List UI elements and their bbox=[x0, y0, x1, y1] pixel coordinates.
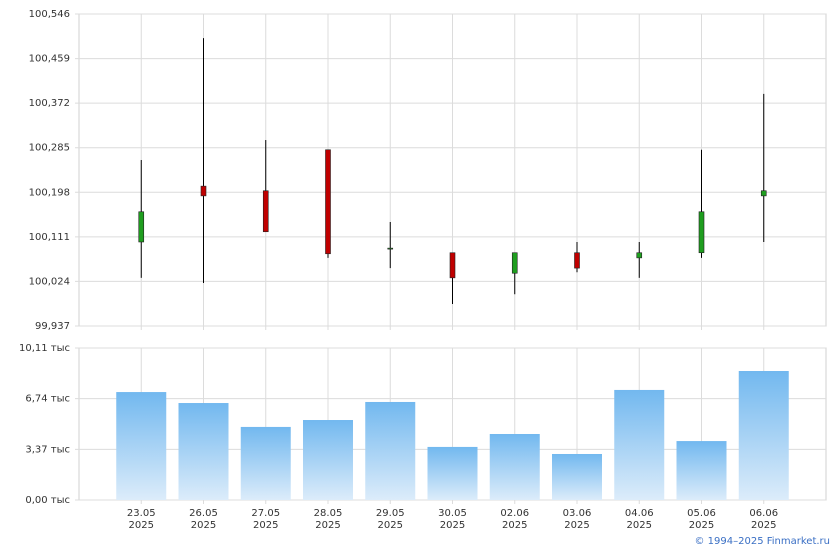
volume-bar bbox=[489, 433, 540, 500]
y-tick-label: 100,024 bbox=[29, 276, 70, 287]
x-tick-label: 03.06 2025 bbox=[563, 508, 592, 531]
y-tick-label: 99,937 bbox=[35, 321, 70, 332]
candle-body bbox=[574, 252, 580, 269]
y-tick-label: 100,372 bbox=[29, 98, 70, 109]
x-tick-label: 28.05 2025 bbox=[314, 508, 343, 531]
y-tick-label: 100,111 bbox=[29, 232, 70, 243]
candle-body bbox=[449, 252, 456, 279]
volume-bar bbox=[552, 453, 602, 500]
y-tick-label: 3,37 тыс bbox=[25, 444, 70, 455]
x-tick-label: 26.05 2025 bbox=[189, 508, 218, 531]
y-tick-label: 10,11 тыс bbox=[19, 343, 70, 354]
candle-body bbox=[698, 211, 705, 254]
candle-body bbox=[511, 252, 518, 274]
candle-body bbox=[760, 190, 767, 197]
candle-body bbox=[200, 185, 207, 197]
volume-bar bbox=[614, 389, 665, 500]
x-tick-label: 29.05 2025 bbox=[376, 508, 405, 531]
copyright: © 1994–2025 Finmarket.ru bbox=[694, 536, 830, 547]
volume-bar bbox=[738, 371, 789, 500]
y-tick-label: 6,74 тыс bbox=[25, 394, 70, 405]
x-tick-label: 04.06 2025 bbox=[625, 508, 654, 531]
candle-body bbox=[636, 252, 643, 259]
x-tick-label: 06.06 2025 bbox=[749, 508, 778, 531]
volume-bar bbox=[676, 441, 727, 500]
y-tick-label: 100,198 bbox=[29, 187, 70, 198]
volume-bar bbox=[178, 403, 229, 500]
candle-body bbox=[138, 211, 145, 243]
x-tick-label: 27.05 2025 bbox=[251, 508, 280, 531]
x-tick-label: 02.06 2025 bbox=[500, 508, 529, 531]
x-tick-label: 23.05 2025 bbox=[127, 508, 156, 531]
y-tick-label: 100,285 bbox=[29, 143, 70, 154]
x-tick-label: 30.05 2025 bbox=[438, 508, 467, 531]
y-tick-label: 100,459 bbox=[29, 54, 70, 65]
y-tick-label: 0,00 тыс bbox=[25, 495, 70, 506]
volume-bar bbox=[303, 420, 353, 500]
y-tick-label: 100,546 bbox=[29, 9, 70, 20]
x-tick-label: 05.06 2025 bbox=[687, 508, 716, 531]
candle-body bbox=[262, 190, 269, 233]
volume-bar bbox=[240, 426, 291, 500]
volume-bar bbox=[365, 401, 416, 500]
candle-body bbox=[387, 247, 394, 250]
candle-body bbox=[325, 149, 331, 255]
volume-bar bbox=[427, 446, 478, 500]
volume-bar bbox=[116, 392, 167, 500]
